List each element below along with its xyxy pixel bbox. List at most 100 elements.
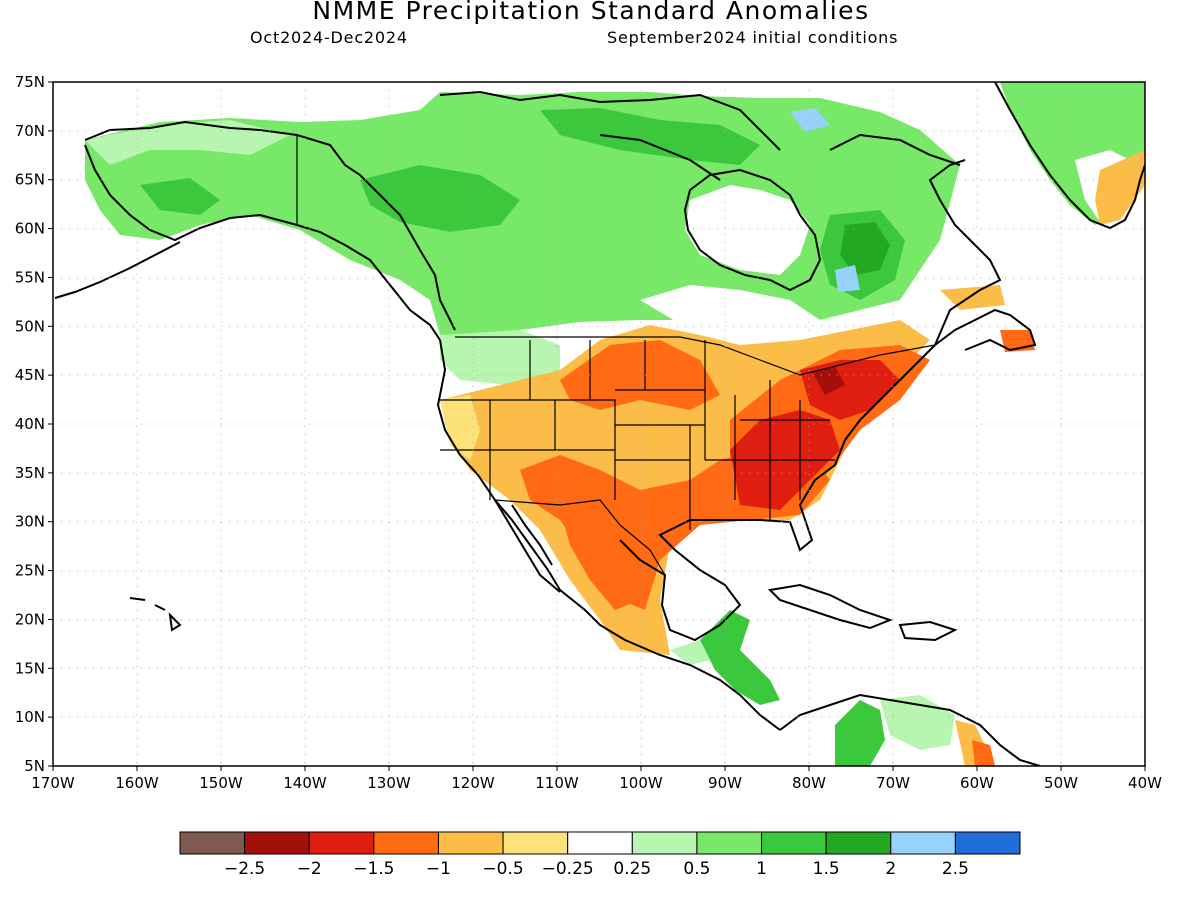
lat-label: 35N bbox=[15, 464, 45, 482]
lon-label: 60W bbox=[960, 774, 994, 792]
yukon-wet-core-region bbox=[140, 178, 220, 215]
hudson-bay-coast bbox=[683, 168, 822, 292]
lat-label: 50N bbox=[15, 317, 45, 335]
arctic-wet-core-region bbox=[540, 108, 760, 165]
lat-label: 15N bbox=[15, 659, 45, 677]
south-america-coast bbox=[779, 693, 1041, 766]
arctic-islands bbox=[439, 90, 961, 181]
colorbar-swatch bbox=[502, 831, 569, 855]
alaska-coast bbox=[84, 120, 456, 331]
gulf-coast bbox=[619, 344, 936, 642]
cuba-coast bbox=[767, 583, 893, 630]
colorbar-label: 1.5 bbox=[813, 859, 840, 879]
colorbar-label: −0.5 bbox=[482, 859, 523, 879]
venezuela-light-wet-region bbox=[880, 695, 955, 750]
maritimes-light-dry-region bbox=[940, 285, 1005, 310]
colorbar-swatch bbox=[696, 831, 763, 855]
lat-label: 65N bbox=[15, 171, 45, 189]
central-america-wet-region bbox=[700, 610, 780, 705]
coastlines bbox=[54, 82, 1145, 766]
guyana-dry-region bbox=[972, 740, 995, 766]
lon-label: 120W bbox=[451, 774, 495, 792]
lat-label: 45N bbox=[15, 366, 45, 384]
northeast-extreme-dry-region bbox=[812, 366, 845, 395]
hudson-neutral-region bbox=[685, 185, 810, 275]
lon-label: 90W bbox=[708, 774, 742, 792]
colorbar-label: 0.5 bbox=[683, 859, 710, 879]
colorbar-swatch bbox=[567, 831, 633, 855]
alaska-light-region bbox=[85, 120, 290, 165]
lat-label: 60N bbox=[15, 220, 45, 238]
lat-label: 25N bbox=[15, 562, 45, 580]
us-mexico-border bbox=[494, 499, 666, 576]
baja-coast bbox=[494, 499, 561, 593]
colorbar-swatch bbox=[308, 831, 375, 855]
central-dry-region bbox=[560, 340, 720, 410]
hawaii-coast bbox=[129, 597, 182, 632]
colorbar-label: −0.25 bbox=[542, 859, 594, 879]
greenland-coast bbox=[994, 82, 1145, 230]
lon-label: 130W bbox=[367, 774, 411, 792]
lat-label: 30N bbox=[15, 513, 45, 531]
central-america-light-wet-region bbox=[670, 640, 710, 665]
lon-label: 80W bbox=[792, 774, 826, 792]
mexico-pacific-coast bbox=[559, 589, 781, 731]
colorbar-swatch bbox=[179, 831, 246, 855]
longitude-labels: 170W 160W 150W 140W 130W 120W 110W 100W 90W 80W 70… bbox=[31, 766, 1162, 792]
lat-label: 40N bbox=[15, 415, 45, 433]
quebec-extreme-wet-region bbox=[835, 265, 860, 292]
colorbar-label: 2.5 bbox=[942, 859, 969, 879]
lat-label: 70N bbox=[15, 122, 45, 140]
lat-label: 20N bbox=[15, 610, 45, 628]
colorbar-swatch bbox=[890, 831, 956, 855]
colorbar-swatch bbox=[954, 831, 1021, 855]
lon-label: 100W bbox=[619, 774, 663, 792]
hispaniola-coast bbox=[898, 620, 958, 642]
colorbar-label: −1 bbox=[426, 859, 451, 879]
colorbar-swatch bbox=[631, 831, 698, 855]
lon-label: 70W bbox=[876, 774, 910, 792]
lon-label: 140W bbox=[283, 774, 327, 792]
southwest-light-dry-region bbox=[440, 395, 480, 460]
colorbar-label: 0.25 bbox=[613, 859, 651, 879]
lat-label: 5N bbox=[24, 757, 45, 775]
labrador-coast bbox=[928, 159, 1002, 346]
political-borders bbox=[296, 135, 936, 576]
lon-label: 40W bbox=[1128, 774, 1162, 792]
map-title: NMME Precipitation Standard Anomalies bbox=[312, 0, 870, 25]
latitude-labels: 75N 70N 65N 60N 55N 50N 45N 40N 35N 30N 25N 20N 15N 1… bbox=[15, 73, 53, 775]
colorbar-swatch bbox=[373, 831, 439, 855]
lon-label: 110W bbox=[535, 774, 579, 792]
colorbar-swatch bbox=[825, 831, 892, 855]
colorbar: −2.5 −2 −1.5 −1 −0.5 −0.25 0.25 0.5 1 1.5 2 2.5 bbox=[179, 831, 1021, 879]
lat-label: 55N bbox=[15, 268, 45, 286]
quebec-very-wet-region bbox=[840, 222, 890, 275]
greenland-dry-region bbox=[1095, 150, 1145, 225]
mexico-dry-region bbox=[560, 510, 640, 610]
arctic-extreme-wet-region bbox=[790, 108, 830, 132]
west-coast bbox=[436, 339, 561, 591]
colorbar-swatch bbox=[244, 831, 310, 855]
aleutian-chain bbox=[54, 241, 181, 299]
lon-label: 160W bbox=[115, 774, 159, 792]
us-canada-border bbox=[455, 336, 936, 376]
colorbar-label: 2 bbox=[885, 859, 896, 879]
lon-label: 150W bbox=[199, 774, 243, 792]
initial-conditions: September2024 initial conditions bbox=[607, 28, 899, 47]
alaska-southwest-coast bbox=[84, 144, 441, 341]
lat-label: 75N bbox=[15, 73, 45, 91]
colorbar-label: 1 bbox=[756, 859, 767, 879]
northeast-coast bbox=[934, 308, 1037, 352]
us-state-borders bbox=[440, 340, 835, 530]
colorbar-swatch bbox=[437, 831, 504, 855]
colorbar-label: −1.5 bbox=[353, 859, 394, 879]
colorbar-label: −2 bbox=[297, 859, 322, 879]
colombia-wet-region bbox=[835, 700, 885, 766]
lat-label: 10N bbox=[15, 708, 45, 726]
colorbar-swatch bbox=[761, 831, 827, 855]
colorbar-label: −2.5 bbox=[224, 859, 265, 879]
forecast-period: Oct2024-Dec2024 bbox=[250, 28, 408, 47]
lon-label: 50W bbox=[1044, 774, 1078, 792]
lon-label: 170W bbox=[31, 774, 75, 792]
